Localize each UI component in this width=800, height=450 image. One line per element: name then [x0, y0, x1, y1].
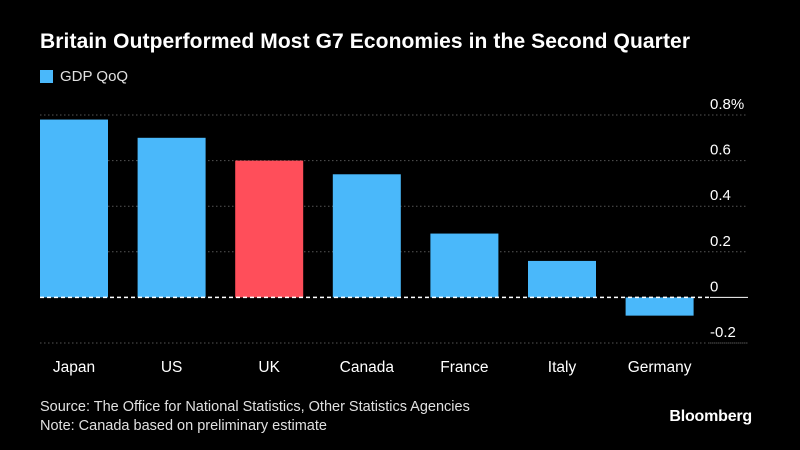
bar-us	[137, 137, 206, 298]
bar-uk	[235, 160, 304, 298]
x-category-label: Germany	[628, 359, 692, 376]
x-category-label: UK	[258, 359, 280, 376]
legend-swatch	[40, 70, 53, 83]
y-tick-label: 0.2	[710, 233, 731, 250]
x-category-label: Canada	[340, 359, 395, 376]
zero-line-group	[40, 296, 748, 344]
y-tick-label: -0.2	[710, 324, 736, 341]
footnote: Note: Canada based on preliminary estima…	[40, 418, 327, 434]
bar-italy	[528, 260, 596, 298]
x-category-label: US	[161, 359, 183, 376]
x-axis-categories: Japan US UK Canada France Italy Germany	[53, 359, 692, 376]
x-category-label: Japan	[53, 359, 95, 376]
bar-canada	[332, 174, 401, 298]
bar-france	[430, 233, 499, 298]
chart-title: Britain Outperformed Most G7 Economies i…	[40, 30, 691, 53]
y-tick-label: 0.8%	[710, 96, 744, 113]
x-category-label: Italy	[548, 359, 577, 376]
footer: Source: The Office for National Statisti…	[40, 398, 470, 436]
x-category-label: France	[440, 359, 488, 376]
y-tick-label: 0	[710, 278, 718, 295]
legend: GDP QoQ	[40, 68, 128, 85]
y-axis-ticks: 0.8% 0.6 0.4 0.2 0 -0.2	[710, 96, 744, 341]
y-tick-label: 0.6	[710, 142, 731, 159]
bar-japan	[40, 119, 108, 298]
source-note: Source: The Office for National Statisti…	[40, 399, 470, 415]
bar-germany	[625, 297, 694, 316]
bloomberg-logo: Bloomberg	[669, 408, 752, 425]
legend-label: GDP QoQ	[60, 68, 129, 85]
y-tick-label: 0.4	[710, 187, 731, 204]
bars	[40, 119, 694, 316]
